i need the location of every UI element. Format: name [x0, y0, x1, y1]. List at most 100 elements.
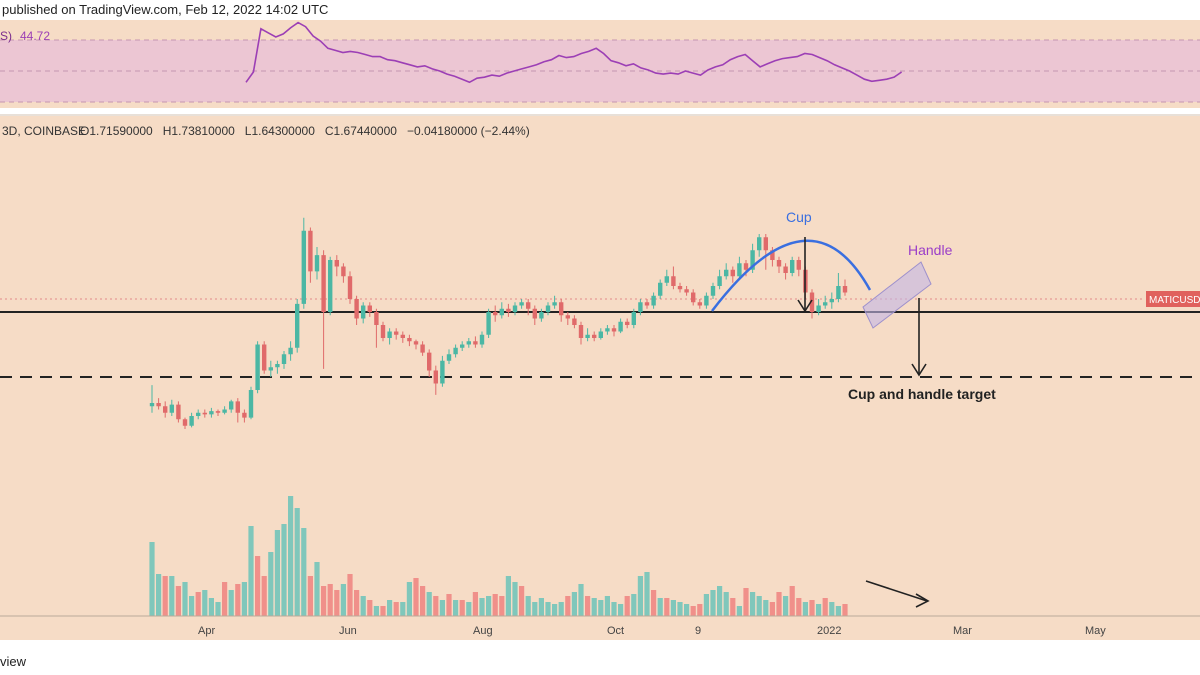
volume-bar — [486, 596, 492, 616]
volume-bar — [175, 586, 181, 616]
volume-bar — [215, 602, 221, 616]
candle — [631, 308, 636, 329]
volume-bar — [222, 582, 228, 616]
candle — [301, 217, 306, 309]
volume-bar — [756, 596, 762, 616]
candle — [717, 269, 722, 290]
x-tick-label: 9 — [695, 625, 701, 637]
volume-bar — [149, 542, 155, 616]
candle — [440, 355, 445, 387]
volume-bar — [604, 596, 610, 616]
candle — [598, 328, 603, 340]
target-arrowhead — [911, 363, 927, 377]
candle — [776, 256, 782, 273]
volume-bar — [472, 592, 478, 616]
cup-arc — [711, 239, 872, 312]
handle-label: Handle — [908, 242, 953, 258]
volume-bar — [736, 606, 742, 616]
volume-bar — [241, 582, 247, 616]
volume-bar — [578, 584, 584, 616]
volume-bar — [703, 594, 709, 616]
volume-bar — [519, 586, 525, 616]
candle — [611, 325, 617, 337]
candle — [387, 328, 392, 345]
volume-bar — [743, 588, 749, 616]
candle — [321, 250, 326, 369]
candle — [552, 295, 557, 309]
candle — [308, 227, 313, 283]
volume-bar — [532, 602, 538, 616]
volume-bar — [723, 592, 729, 616]
volume-bar — [182, 582, 188, 616]
volume-bar — [809, 600, 815, 616]
candle — [341, 263, 346, 283]
candle — [526, 299, 531, 316]
volume-bar — [499, 596, 505, 616]
candle — [539, 308, 544, 322]
volume-bar — [624, 596, 630, 616]
volume-bar — [426, 592, 432, 616]
candle — [842, 279, 848, 296]
candle — [512, 302, 518, 316]
volume-bar — [169, 576, 175, 616]
volume-bar — [439, 600, 445, 616]
volume-bar — [783, 596, 789, 616]
volume-bar — [208, 598, 214, 616]
target-label: Cup and handle target — [848, 386, 996, 402]
candle — [823, 295, 828, 309]
candle — [268, 360, 273, 377]
volume-bar — [505, 576, 511, 616]
candle — [684, 286, 689, 296]
volume-bar — [835, 606, 841, 616]
x-tick-label: May — [1085, 625, 1106, 637]
candle — [242, 409, 247, 423]
rsi-value-prefix: S) — [0, 29, 12, 43]
candle — [196, 409, 201, 420]
price-tag — [1146, 291, 1200, 307]
candle — [578, 321, 584, 345]
candle — [770, 247, 775, 267]
volume-bar — [288, 496, 294, 616]
candle — [209, 407, 214, 418]
volume-bar — [307, 576, 313, 616]
candle — [473, 336, 478, 348]
candle — [532, 305, 537, 325]
candle — [816, 299, 821, 316]
candle — [460, 341, 465, 351]
candle — [314, 247, 320, 280]
rsi-value: 44.72 — [20, 29, 50, 43]
volume-bar — [202, 590, 208, 616]
candle — [638, 299, 643, 316]
candle — [354, 295, 359, 325]
rsi-line — [245, 21, 903, 84]
candle — [809, 289, 815, 319]
price-tag-text: MATICUSD — [1149, 295, 1200, 306]
volume-bar — [354, 590, 360, 616]
candle — [664, 269, 669, 286]
volume-bar — [479, 598, 485, 616]
candle — [783, 263, 788, 280]
candle — [433, 365, 438, 395]
candle — [677, 282, 683, 293]
candle — [651, 292, 656, 309]
volume-bar — [697, 604, 703, 616]
candle — [730, 266, 735, 283]
volume-bar — [796, 598, 802, 616]
published-caption: published on TradingView.com, Feb 12, 20… — [2, 2, 328, 17]
candle — [545, 302, 551, 316]
footer-brand: view — [0, 654, 27, 669]
candle — [288, 341, 293, 361]
volume-bar — [189, 596, 195, 616]
candle — [262, 341, 267, 374]
candle — [367, 302, 372, 317]
volume-bar — [618, 604, 624, 616]
candle — [757, 234, 762, 257]
volume-bar — [380, 606, 386, 616]
candle — [697, 299, 702, 309]
candle — [446, 349, 452, 364]
volume-bar — [631, 594, 637, 616]
candle — [222, 406, 227, 415]
candle — [334, 255, 339, 277]
candle — [453, 344, 458, 358]
x-tick-label: 2022 — [817, 625, 841, 637]
